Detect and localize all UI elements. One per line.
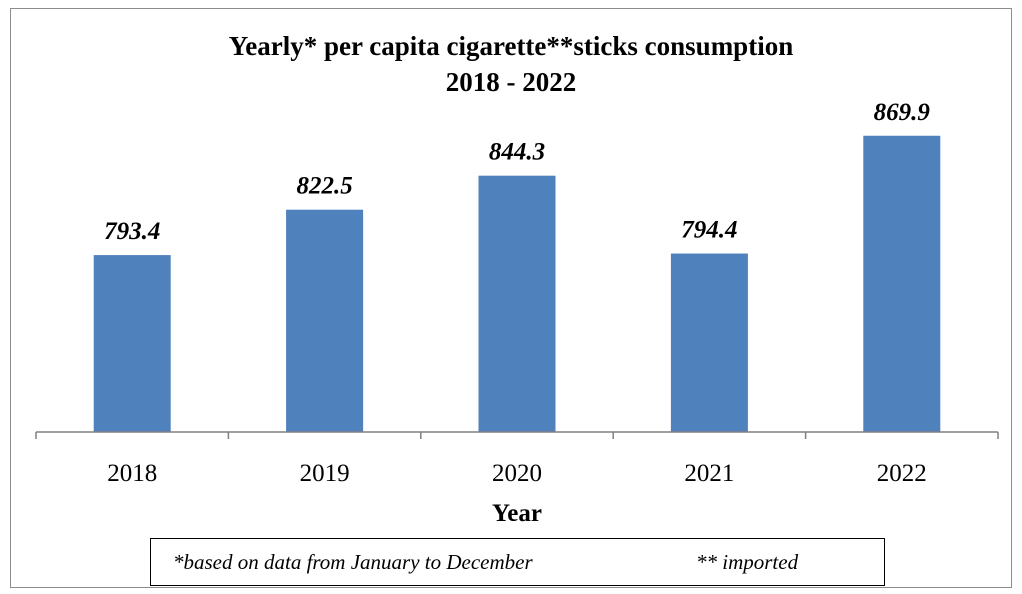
footnote-box: *based on data from January to December … (150, 538, 885, 586)
chart-title: Yearly* per capita cigarette**sticks con… (228, 31, 794, 61)
x-tick-label-2019: 2019 (300, 460, 350, 487)
data-label-2018: 793.4 (104, 218, 160, 245)
data-label-2022: 869.9 (874, 99, 931, 126)
x-tick-label-2020: 2020 (492, 460, 542, 487)
data-label-2020: 844.3 (489, 139, 545, 166)
bar-2018 (93, 255, 171, 432)
bar-2020 (478, 175, 556, 432)
x-tick-label-2022: 2022 (877, 460, 927, 487)
footnote-imported: ** imported (696, 550, 799, 574)
data-label-2019: 822.5 (296, 173, 352, 200)
bar-2022 (863, 135, 941, 433)
x-tick-label-2018: 2018 (107, 460, 157, 487)
chart-subtitle: 2018 - 2022 (445, 67, 577, 97)
footnote-date-range: *based on data from January to December (173, 550, 533, 574)
x-tick-label-2021: 2021 (684, 460, 734, 487)
data-label-2021: 794.4 (681, 217, 737, 244)
x-axis-title: Year (492, 500, 542, 527)
bar-2021 (670, 253, 748, 432)
bar-2019 (286, 209, 364, 432)
